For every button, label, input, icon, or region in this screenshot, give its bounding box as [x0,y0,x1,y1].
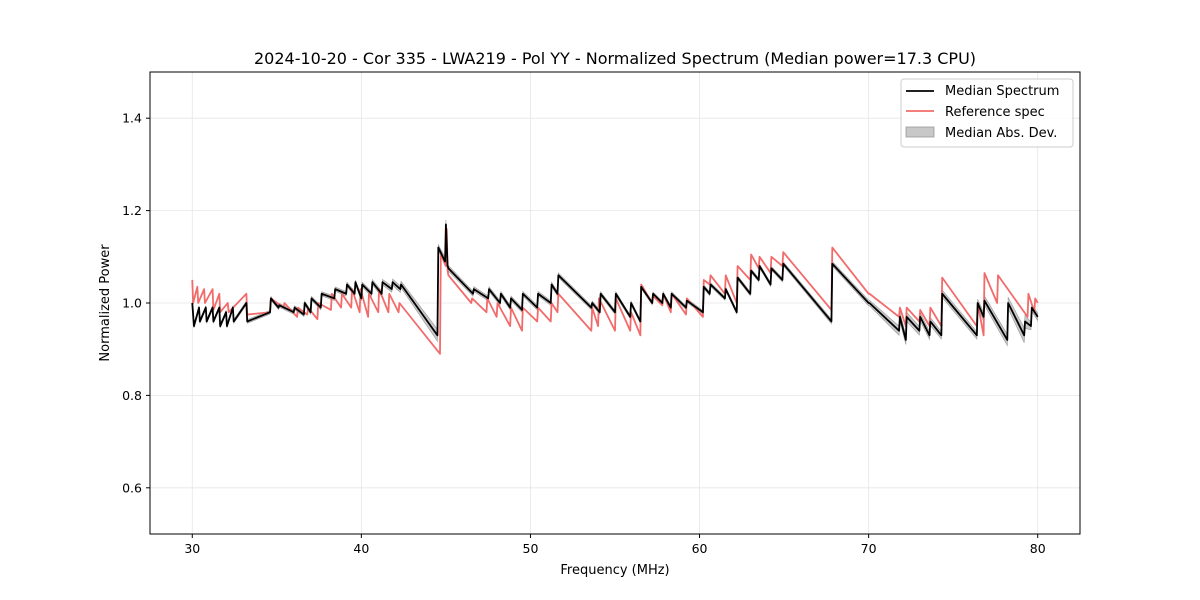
y-tick-label: 1.4 [122,111,142,126]
chart-title: 2024-10-20 - Cor 335 - LWA219 - Pol YY -… [254,49,976,68]
y-axis-ticks: 0.6 0.8 1.0 1.2 1.4 [122,111,150,495]
y-tick-label: 1.2 [122,203,142,218]
x-tick-label: 70 [861,541,877,556]
reference-spectrum-line [191,228,1039,355]
y-axis-label: Normalized Power [98,244,113,362]
legend-median-label: Median Spectrum [945,84,1059,99]
x-tick-label: 40 [353,541,369,556]
legend-mad-label: Median Abs. Dev. [945,126,1057,141]
y-tick-label: 0.8 [122,388,142,403]
legend: Median Spectrum Reference spec Median Ab… [900,78,1074,148]
x-tick-label: 50 [523,541,539,556]
series-layer [191,223,1039,355]
legend-reference-label: Reference spec [945,105,1045,120]
x-tick-label: 60 [692,541,708,556]
y-tick-label: 0.6 [122,480,142,495]
y-tick-label: 1.0 [122,296,142,311]
median-spectrum-line [191,223,1039,341]
x-axis-ticks: 30 40 50 60 70 80 [184,534,1046,556]
x-axis-label: Frequency (MHz) [560,563,669,578]
x-tick-label: 80 [1030,541,1046,556]
legend-mad-swatch [905,126,935,138]
legend-box [900,78,1074,148]
x-tick-label: 30 [184,541,200,556]
